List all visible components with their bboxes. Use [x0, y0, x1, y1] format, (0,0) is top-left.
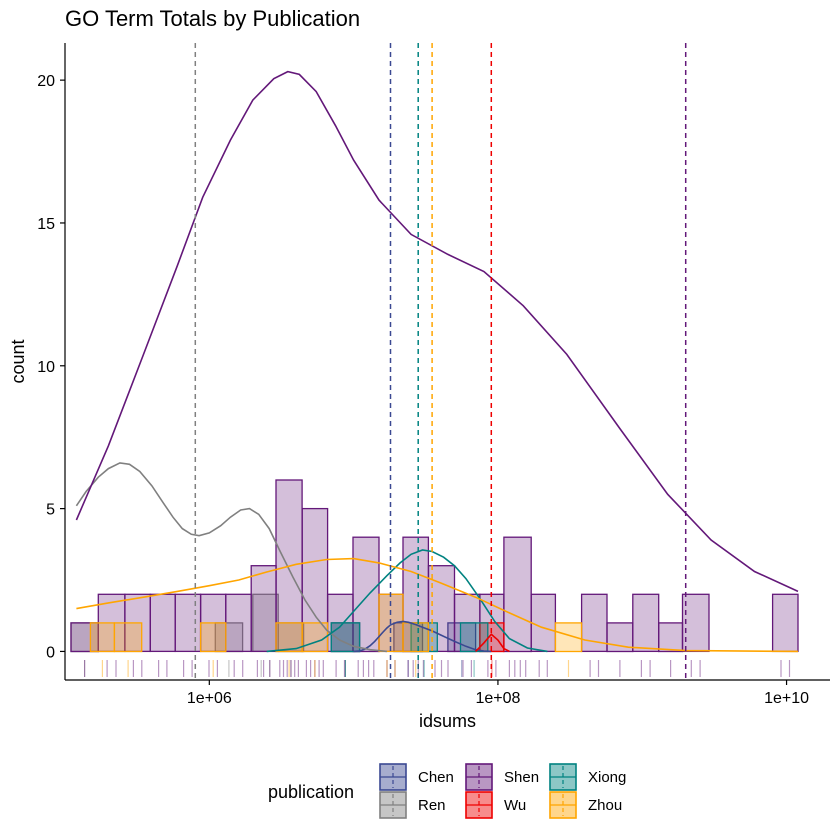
density-zhou [76, 557, 799, 653]
legend-item-chen: Chen [379, 763, 454, 791]
legend-title: publication [268, 782, 354, 802]
bar-xiong-2 [459, 622, 489, 653]
y-axis-title: count [8, 339, 28, 383]
density-xiong [266, 549, 548, 653]
plot-area [70, 43, 799, 680]
density-chen [353, 620, 492, 653]
y-tick-label: 5 [46, 502, 55, 519]
bar-shen-11 [352, 536, 380, 653]
y-axis-ticks: 0 5 10 15 20 [37, 73, 65, 661]
bar-shen-4 [174, 593, 202, 653]
legend-label-zhou: Zhou [588, 797, 622, 814]
bar-shen-23 [681, 593, 710, 653]
bar-shen-18 [530, 593, 557, 653]
bar-zhou-4 [301, 622, 329, 653]
x-axis-ticks: 1e+06 1e+08 1e+10 [187, 680, 809, 707]
bar-zhou-1 [113, 622, 143, 653]
legend-label-shen: Shen [504, 769, 539, 786]
density-ren [75, 462, 387, 653]
y-tick-label: 10 [37, 359, 55, 376]
density-wu [475, 633, 510, 653]
legend-item-xiong: Xiong [549, 763, 626, 791]
legend-item-zhou: Zhou [549, 791, 622, 819]
bar-zhou-2 [199, 622, 227, 653]
bar-shen-7 [250, 565, 277, 653]
bar-shen-17 [503, 536, 532, 653]
bar-shen-21 [632, 593, 660, 653]
legend-label-chen: Chen [418, 769, 454, 786]
bar-shen-24 [771, 593, 799, 653]
bar-zhou-0 [89, 622, 116, 653]
x-tick-label: 1e+06 [187, 690, 232, 707]
legend-label-wu: Wu [504, 797, 526, 814]
legend-label-ren: Ren [418, 797, 446, 814]
legend-item-wu: Wu [465, 791, 526, 819]
bar-ren-2 [252, 593, 279, 653]
density-curves [75, 70, 799, 653]
x-tick-label: 1e+10 [764, 690, 809, 707]
legend: publication Chen Ren Shen Wu Xiong Zhou [268, 763, 626, 819]
chart-title: GO Term Totals by Publication [65, 6, 360, 31]
legend-item-shen: Shen [465, 763, 539, 791]
bar-shen-0 [70, 622, 99, 653]
mean-lines [194, 43, 687, 680]
bar-shen-22 [658, 622, 684, 653]
histogram-bars [70, 479, 799, 653]
y-tick-label: 15 [37, 216, 55, 233]
bar-shen-9 [301, 507, 329, 653]
bar-shen-3 [149, 593, 176, 653]
density-shen [75, 70, 799, 593]
y-tick-label: 0 [46, 644, 55, 661]
x-tick-label: 1e+08 [475, 690, 520, 707]
legend-label-xiong: Xiong [588, 769, 626, 786]
x-axis-title: idsums [419, 711, 476, 731]
bar-shen-6 [225, 593, 252, 653]
y-tick-label: 20 [37, 73, 55, 90]
bar-zhou-3 [275, 622, 303, 653]
rug-marks [83, 660, 791, 677]
legend-item-ren: Ren [379, 791, 446, 819]
